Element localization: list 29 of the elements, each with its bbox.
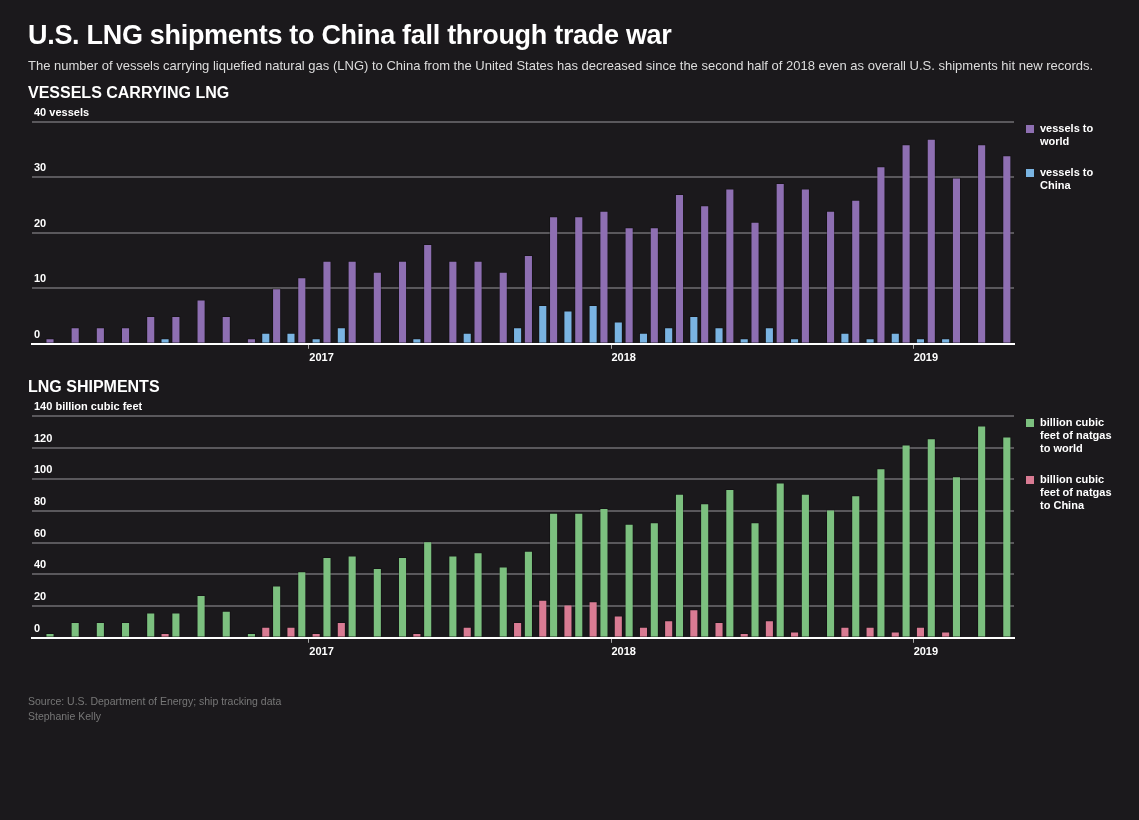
text: U.S. LNG shipments to China fall through trade war xyxy=(28,20,673,51)
text: Stephanie Kelly xyxy=(28,709,102,724)
x-tick-label: 2019 xyxy=(913,645,939,658)
y-tick-label: 100 xyxy=(34,463,53,476)
y-tick-label: 140 billion cubic feet xyxy=(34,400,143,413)
chart-title: LNG SHIPMENTS xyxy=(28,378,161,396)
chart-title: VESSELS CARRYING LNG xyxy=(28,84,231,102)
y-tick-label: 80 xyxy=(34,495,47,508)
y-tick-label: 40 xyxy=(34,558,47,571)
y-tick-label: 10 xyxy=(34,272,47,285)
y-tick-label: 30 xyxy=(34,161,47,174)
y-tick-label: 60 xyxy=(34,526,47,539)
x-tick-label: 2018 xyxy=(611,645,636,658)
x-tick-label: 2019 xyxy=(913,351,939,364)
x-tick-label: 2018 xyxy=(611,351,636,364)
legend-label: vessels to world xyxy=(1040,122,1095,148)
y-tick-label: 0 xyxy=(34,621,41,634)
legend-label: billion cubic feet of natgas to world xyxy=(1040,416,1113,455)
y-tick-label: 20 xyxy=(34,590,47,603)
text: The number of vessels carrying liquefied natural gas (LNG) to China from the United States has decreased since the second half of 2018 even as overall U.S. shipments hit new records. xyxy=(28,57,1095,74)
source-note: Source: U.S. Department of Energy; ship tracking data xyxy=(28,694,283,709)
x-tick-label: 2017 xyxy=(309,351,334,364)
y-tick-label: 40 vessels xyxy=(34,106,90,119)
y-tick-label: 20 xyxy=(34,216,47,229)
y-tick-label: 120 xyxy=(34,431,53,444)
x-tick-label: 2017 xyxy=(309,645,334,658)
legend-label: vessels to China xyxy=(1040,166,1095,192)
legend-label: billion cubic feet of natgas to China xyxy=(1040,473,1113,512)
y-tick-label: 0 xyxy=(34,327,41,340)
